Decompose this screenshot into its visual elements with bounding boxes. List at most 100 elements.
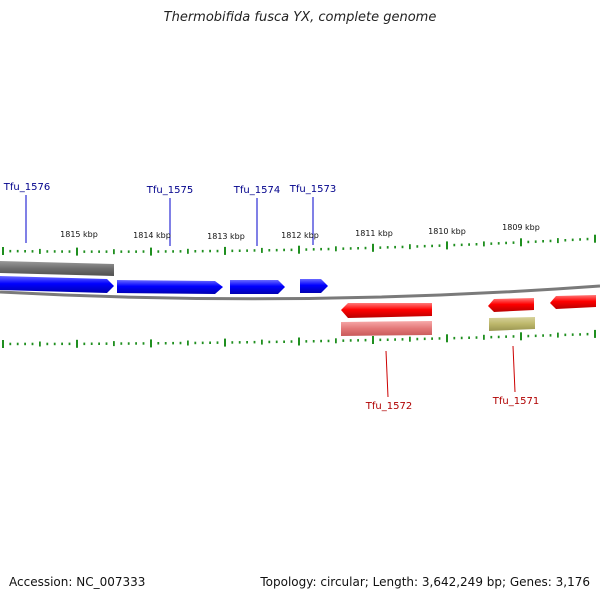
genome-summary-text: Topology: circular; Length: 3,642,249 bp… <box>260 575 590 589</box>
gene-label-tfu-1575[interactable]: Tfu_1575 <box>146 185 193 196</box>
upper-scale-tick <box>83 250 86 253</box>
gene-arrow-tfu-1572[interactable] <box>341 303 432 318</box>
upper-scale-tick <box>164 250 167 253</box>
upper-scale-tick <box>571 238 574 242</box>
upper-scale-tick <box>483 241 485 247</box>
lower-scale-tick <box>312 340 315 343</box>
upper-scale-tick <box>39 248 41 254</box>
lower-scale-tick <box>305 340 308 343</box>
upper-scale-tick <box>157 250 160 253</box>
lower-scale-tick <box>120 342 123 345</box>
lower-scale-tick <box>83 342 86 346</box>
gene-label-tfu-1571[interactable]: Tfu_1571 <box>492 396 539 407</box>
lower-scale-ticks <box>2 329 596 348</box>
upper-scale-tick <box>268 249 271 252</box>
upper-scale-tick <box>283 248 285 252</box>
lower-scale-tick <box>320 339 322 343</box>
upper-scale-tick <box>290 248 293 252</box>
upper-scale-tick <box>349 247 352 250</box>
lower-scale-tick <box>268 340 271 344</box>
lower-scale-tick <box>579 333 581 336</box>
lower-scale-tick <box>127 342 130 345</box>
gene-label-tfu-1572[interactable]: Tfu_1572 <box>365 401 412 412</box>
lower-scale-tick <box>349 339 352 342</box>
lower-scale-tick <box>179 341 182 345</box>
lower-scale-tick <box>534 334 537 338</box>
scale-label: 1813 kbp <box>207 232 245 241</box>
grey-gene-feature[interactable] <box>0 261 114 276</box>
gene-arrow-tfu-1574[interactable] <box>230 280 285 294</box>
lower-scale-tick <box>68 342 71 346</box>
upper-scale-tick <box>150 247 152 256</box>
upper-scale-tick <box>53 250 56 253</box>
lower-scale-tick <box>135 342 137 345</box>
upper-scale-tick <box>172 250 174 253</box>
lower-scale-tick <box>564 333 567 337</box>
upper-scale-tick <box>187 248 189 254</box>
upper-scale-tick <box>468 243 470 246</box>
scale-label: 1814 kbp <box>133 231 171 240</box>
lower-scale-tick <box>401 338 404 341</box>
lower-scale-tick <box>187 340 189 346</box>
upper-scale-tick <box>594 234 596 243</box>
upper-scale-tick <box>453 243 456 247</box>
accession-text: Accession: NC_007333 <box>9 575 146 589</box>
lower-scale-tick <box>61 342 63 346</box>
lower-scale-tick <box>231 341 234 344</box>
gene-product-tfu-1571[interactable] <box>489 317 535 331</box>
upper-scale-tick <box>201 249 204 253</box>
lower-scale-tick <box>224 338 226 347</box>
lower-scale-tick <box>342 339 345 342</box>
lower-scale-tick <box>216 341 219 344</box>
upper-scale-tick <box>298 245 300 254</box>
lower-scale-tick <box>571 333 574 336</box>
lower-scale-tick <box>9 342 12 346</box>
upper-scale-tick <box>327 247 330 251</box>
lower-scale-tick <box>76 339 78 348</box>
scale-label: 1809 kbp <box>502 223 540 232</box>
gene-arrow-tfu-1571[interactable] <box>488 298 534 312</box>
upper-scale-tick <box>586 237 589 241</box>
leader-line-tfu-1571 <box>512 345 516 393</box>
gene-label-tfu-1576[interactable]: Tfu_1576 <box>3 182 50 193</box>
lower-scale-tick <box>512 335 515 338</box>
lower-scale-tick <box>446 334 448 343</box>
lower-scale-tick <box>238 341 241 344</box>
gene-arrow-tfu-1576[interactable] <box>0 276 114 293</box>
gene-product-tfu-1572[interactable] <box>341 321 432 336</box>
lower-scale-tick <box>327 339 330 343</box>
upper-scale-tick <box>512 241 515 244</box>
lower-scale-tick <box>275 340 278 344</box>
upper-scale-tick <box>76 247 78 256</box>
gene-arrow-tfu-1575[interactable] <box>117 280 223 294</box>
lower-scale-tick <box>364 338 367 342</box>
upper-scale-tick <box>542 240 544 243</box>
upper-scale-tick <box>98 250 100 253</box>
lower-scale-tick <box>253 340 256 344</box>
scale-label: 1812 kbp <box>281 231 319 240</box>
upper-scale-tick <box>31 250 34 253</box>
gene-label-tfu-1574[interactable]: Tfu_1574 <box>233 185 280 196</box>
lower-scale-tick <box>246 341 248 344</box>
upper-scale-tick <box>216 249 219 253</box>
upper-scale-tick <box>527 240 530 244</box>
gene-arrow-partial-right[interactable] <box>550 295 596 309</box>
scale-label: 1810 kbp <box>428 227 466 236</box>
lower-scale-tick <box>39 341 41 347</box>
lower-scale-tick <box>172 341 174 345</box>
upper-scale-tick <box>142 250 145 253</box>
gene-label-tfu-1573[interactable]: Tfu_1573 <box>289 184 336 195</box>
lower-scale-tick <box>453 336 456 340</box>
upper-scale-tick <box>231 249 234 253</box>
scale-label: 1811 kbp <box>355 229 393 238</box>
upper-scale-tick <box>24 250 26 253</box>
upper-scale-tick <box>113 249 115 255</box>
gene-arrow-tfu-1573[interactable] <box>300 279 328 293</box>
lower-scale-tick <box>460 336 463 340</box>
lower-scale-tick <box>475 336 478 339</box>
upper-scale-tick <box>564 239 567 242</box>
lower-scale-tick <box>194 341 197 345</box>
lower-scale-tick <box>90 342 93 345</box>
leader-line-tfu-1572 <box>385 350 389 398</box>
